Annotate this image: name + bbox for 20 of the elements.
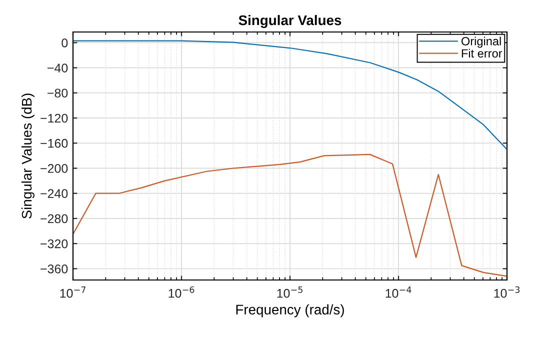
y-tick-label: 0 (62, 38, 68, 48)
chart-title: Singular Values (238, 14, 342, 28)
y-axis-title: Singular Values (dB) (21, 94, 34, 219)
y-tick-label: −360 (40, 264, 68, 274)
x-tick-label: 10$^{−7}$ (60, 286, 86, 298)
y-tick-label: −240 (40, 189, 68, 198)
y-tick-label: −160 (40, 138, 68, 148)
y-tick-label: −280 (40, 214, 68, 224)
x-tick-label: 10$^{−5}$ (277, 286, 302, 298)
y-tick-label: −40 (48, 64, 68, 72)
x-tick-label: 10$^{−4}$ (386, 286, 412, 298)
legend-label: Fit error (462, 48, 502, 58)
x-axis-title: Frequency (rad/s) (236, 304, 344, 318)
legend-label: Original (462, 36, 501, 48)
y-tick-label: −320 (40, 239, 68, 248)
x-tick-label: 10$^{−3}$ (494, 286, 520, 298)
x-tick-label: 10$^{−6}$ (168, 286, 194, 298)
y-tick-label: −200 (40, 164, 68, 173)
y-tick-label: −120 (40, 114, 68, 123)
y-tick-label: −80 (48, 88, 68, 98)
